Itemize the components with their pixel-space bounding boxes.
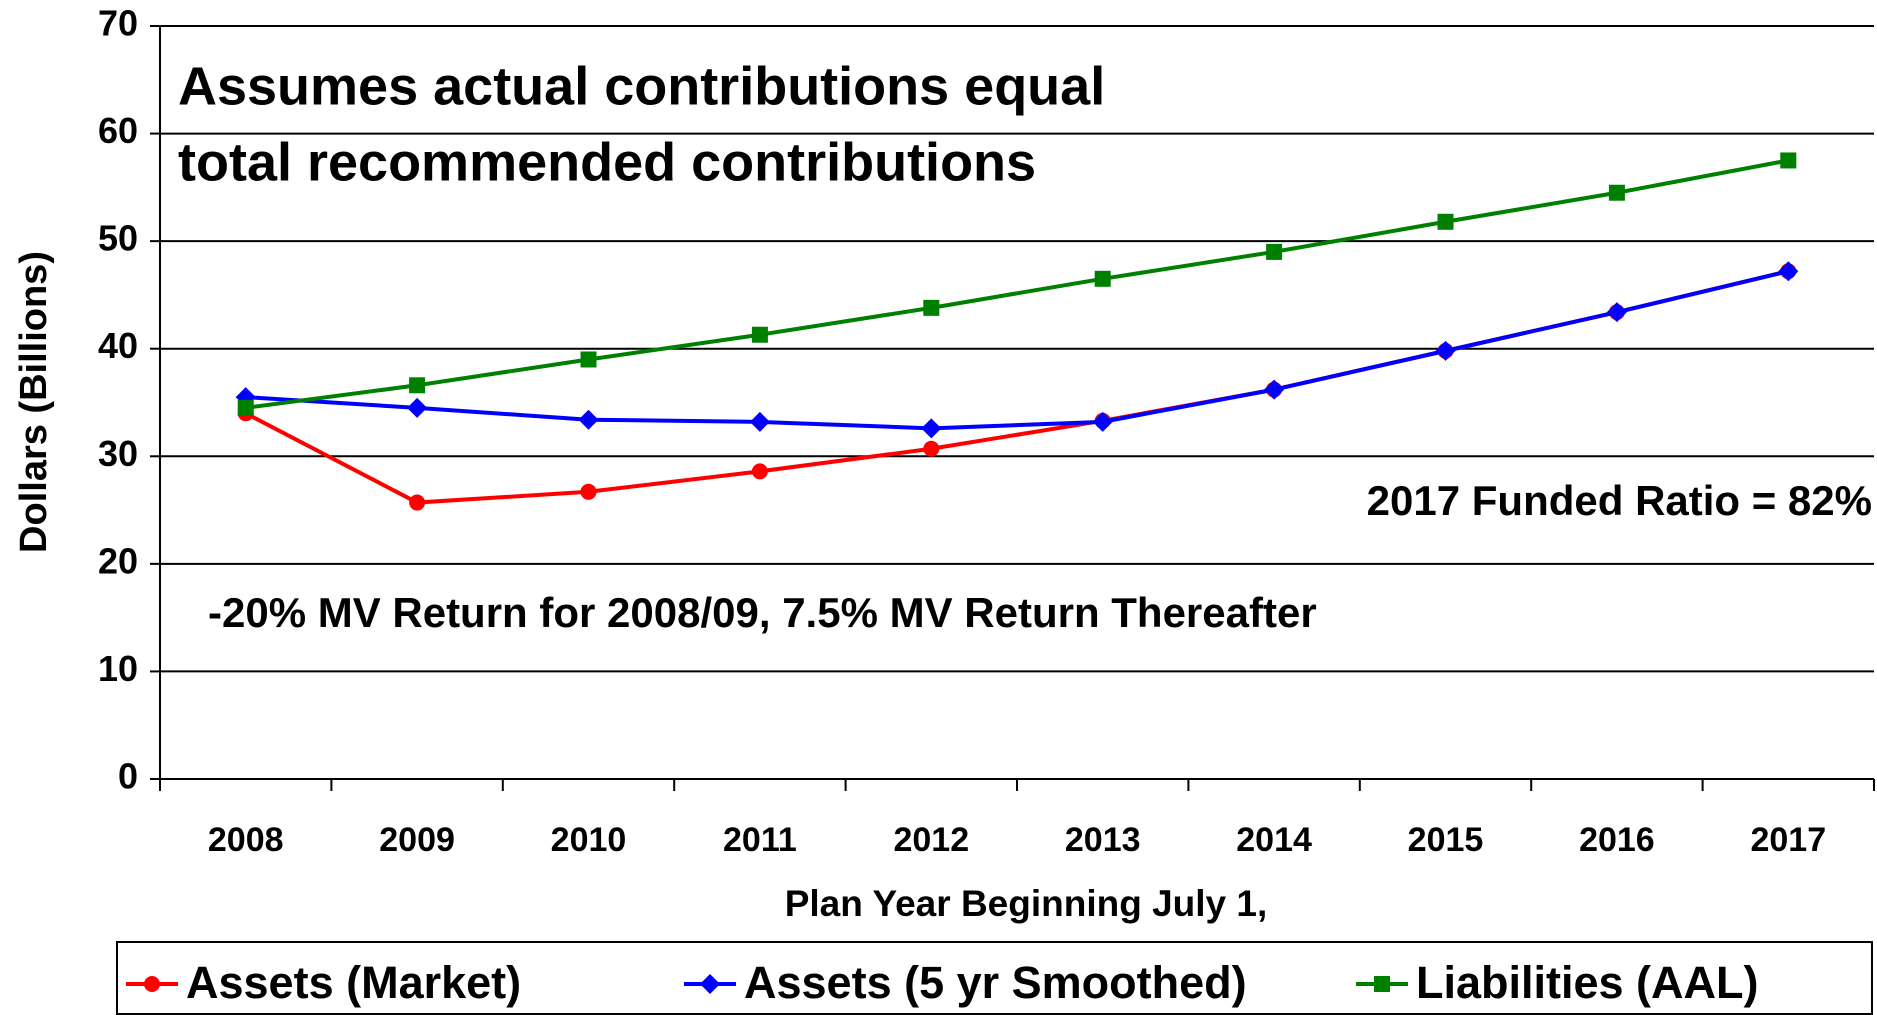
y-tick-label: 30 [98, 433, 138, 474]
x-tick-label: 2012 [893, 821, 969, 859]
legend-marker [144, 976, 160, 992]
marker [751, 326, 768, 343]
x-tick-label: 2015 [1408, 821, 1484, 859]
marker [409, 377, 426, 394]
marker [578, 409, 599, 430]
marker [407, 397, 428, 418]
marker [923, 299, 940, 316]
marker [1264, 379, 1285, 400]
series-line [244, 269, 1789, 505]
annotation: 2017 Funded Ratio = 82% [1367, 477, 1872, 524]
marker [1437, 213, 1454, 230]
x-axis-title: Plan Year Beginning July 1, [785, 883, 1268, 924]
legend-box [116, 941, 1873, 1015]
marker [1435, 340, 1456, 361]
marker [580, 351, 597, 368]
marker [580, 483, 597, 500]
x-tick-label: 2010 [551, 821, 627, 859]
marker [1780, 152, 1797, 169]
marker [1778, 261, 1799, 282]
marker [751, 463, 768, 480]
y-tick-label: 70 [98, 3, 138, 44]
series-line [245, 269, 1789, 431]
legend-label: Assets (Market) [186, 957, 521, 1008]
x-tick-label: 2009 [379, 821, 455, 859]
note-line: Assumes actual contributions equal [178, 56, 1105, 116]
x-tick-label: 2017 [1750, 821, 1826, 859]
legend-label: Assets (5 yr Smoothed) [744, 957, 1247, 1008]
marker [923, 440, 940, 457]
marker [1608, 184, 1625, 201]
marker [1266, 243, 1283, 260]
series-line [245, 158, 1789, 410]
annotation: -20% MV Return for 2008/09, 7.5% MV Retu… [208, 589, 1317, 636]
note-line: total recommended contributions [178, 132, 1036, 192]
y-tick-label: 20 [98, 540, 138, 581]
y-tick-label: 10 [98, 648, 138, 689]
marker [921, 418, 942, 439]
y-tick-label: 60 [98, 110, 138, 151]
y-tick-label: 0 [118, 756, 138, 797]
marker [1606, 302, 1627, 323]
legend-marker [700, 974, 720, 994]
x-tick-label: 2016 [1579, 821, 1655, 859]
marker [409, 494, 426, 511]
legend-marker [1374, 976, 1390, 992]
marker [1092, 411, 1113, 432]
legend-label: Liabilities (AAL) [1416, 957, 1759, 1008]
x-tick-label: 2008 [208, 821, 284, 859]
y-axis-title: Dollars (Billions) [13, 251, 55, 553]
x-tick-label: 2011 [723, 821, 797, 859]
marker [749, 411, 770, 432]
y-tick-label: 40 [98, 325, 138, 366]
marker [1094, 270, 1111, 287]
marker [237, 399, 254, 416]
x-tick-label: 2013 [1065, 821, 1141, 859]
y-tick-label: 50 [98, 218, 138, 259]
x-tick-label: 2014 [1236, 821, 1312, 859]
